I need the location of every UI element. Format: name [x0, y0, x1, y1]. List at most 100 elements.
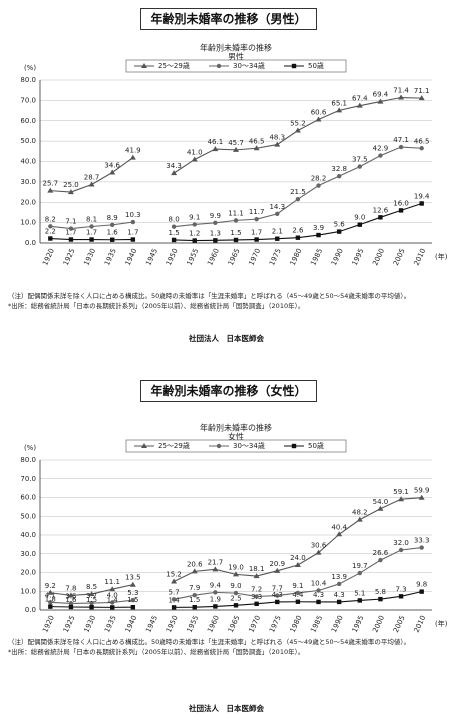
data-label: 48.2 — [352, 509, 368, 517]
marker — [233, 237, 239, 243]
y-tick-label: 40.0 — [20, 531, 36, 539]
data-label: 65.1 — [331, 99, 347, 107]
x-tick-label: 1995 — [351, 247, 366, 267]
y-unit: (%) — [24, 64, 36, 72]
marker — [48, 224, 53, 229]
marker — [291, 63, 297, 69]
data-label: 1.6 — [107, 229, 119, 237]
marker — [67, 592, 74, 598]
x-tick-label: 2000 — [371, 247, 386, 267]
marker — [398, 208, 404, 213]
marker — [233, 590, 239, 596]
marker — [130, 604, 136, 610]
marker — [295, 196, 301, 202]
data-label: 1.8 — [45, 596, 56, 604]
data-label: 2.2 — [45, 228, 56, 236]
data-label: 13.5 — [125, 574, 141, 582]
marker — [398, 496, 405, 502]
x-tick-label: 1950 — [165, 614, 180, 634]
data-label: 10.3 — [125, 211, 141, 219]
marker — [378, 596, 383, 602]
marker — [377, 98, 384, 104]
marker — [294, 562, 301, 567]
marker — [315, 116, 322, 122]
marker — [253, 573, 260, 579]
legend-label: 30～34歳 — [233, 441, 265, 450]
marker — [254, 601, 259, 607]
data-label: 45.7 — [228, 139, 244, 147]
x-tick-label: 1920 — [41, 614, 56, 634]
marker — [253, 145, 260, 151]
data-label: 59.1 — [393, 488, 409, 496]
data-label: 15.2 — [166, 571, 182, 579]
data-label: 1.3 — [210, 229, 221, 237]
marker — [192, 592, 197, 598]
data-label: 4.3 — [272, 591, 283, 599]
data-label: 28.2 — [311, 175, 327, 183]
note: （注）配偶関係未詳を除く人口に占める構成比。50歳時の未婚率は「生涯未婚率」と呼… — [8, 637, 440, 657]
y-tick-label: 70.0 — [20, 475, 36, 483]
data-label: 4.4 — [292, 591, 304, 599]
x-tick-label: 1960 — [206, 247, 221, 267]
marker — [357, 222, 362, 227]
series-line — [50, 96, 422, 193]
x-tick-label: 1990 — [330, 247, 345, 267]
marker — [130, 597, 136, 603]
y-tick-label: 80.0 — [20, 76, 36, 84]
series-line — [50, 497, 422, 596]
chart-title: 年齢別未婚率の推移 — [200, 423, 272, 433]
data-label: 19.7 — [352, 562, 368, 570]
data-label: 8.0 — [169, 216, 180, 224]
x-tick-label: 1940 — [124, 247, 139, 267]
x-tick-label: 2010 — [413, 247, 428, 267]
marker — [48, 604, 53, 609]
organization: 社団法人 日本医師会 — [189, 704, 264, 713]
x-tick-label: 1985 — [309, 247, 324, 267]
marker — [171, 597, 177, 602]
marker — [89, 600, 94, 606]
marker — [295, 590, 301, 596]
data-label: 41.9 — [125, 147, 141, 155]
marker — [254, 237, 259, 242]
data-label: 4.3 — [334, 591, 345, 599]
marker — [316, 232, 321, 238]
marker — [291, 443, 297, 449]
y-tick-label: 30.0 — [20, 550, 36, 558]
data-label: 9.0 — [354, 214, 365, 222]
x-tick-label: 1960 — [206, 614, 221, 634]
x-tick-label: 1995 — [351, 614, 366, 634]
marker — [171, 578, 178, 584]
marker — [110, 605, 115, 610]
marker — [110, 600, 115, 605]
data-label: 8.9 — [107, 214, 118, 222]
marker — [171, 237, 177, 243]
y-tick-label: 50.0 — [20, 512, 36, 520]
source-text: *出所：総務省統計局「日本の長期統計系列」（2005年以前）、総務省統計局「国勢… — [8, 648, 305, 656]
data-label: 47.1 — [393, 136, 409, 144]
data-label: 71.1 — [414, 87, 430, 95]
marker — [191, 156, 198, 162]
data-label: 25.0 — [63, 181, 79, 189]
x-tick-label: 1975 — [268, 614, 283, 634]
data-label: 4.3 — [313, 591, 324, 599]
marker — [192, 238, 197, 243]
x-unit: (年) — [435, 252, 448, 261]
x-tick-label: 1965 — [227, 614, 242, 634]
data-label: 1.7 — [127, 229, 138, 237]
data-label: 28.7 — [84, 174, 100, 182]
legend-label: 50歳 — [308, 61, 324, 70]
marker — [316, 599, 321, 605]
data-label: 5.6 — [334, 221, 346, 229]
marker — [68, 601, 74, 606]
data-label: 8.5 — [86, 583, 97, 591]
marker — [419, 146, 424, 151]
marker — [254, 216, 259, 222]
marker — [418, 95, 425, 101]
data-label: 8.1 — [86, 215, 97, 223]
data-label: 9.0 — [230, 582, 241, 590]
marker — [109, 586, 116, 592]
data-label: 2.5 — [230, 594, 241, 602]
section-heading: 年齢別未婚率の推移（女性） — [140, 380, 317, 402]
data-label: 25.7 — [43, 180, 59, 188]
